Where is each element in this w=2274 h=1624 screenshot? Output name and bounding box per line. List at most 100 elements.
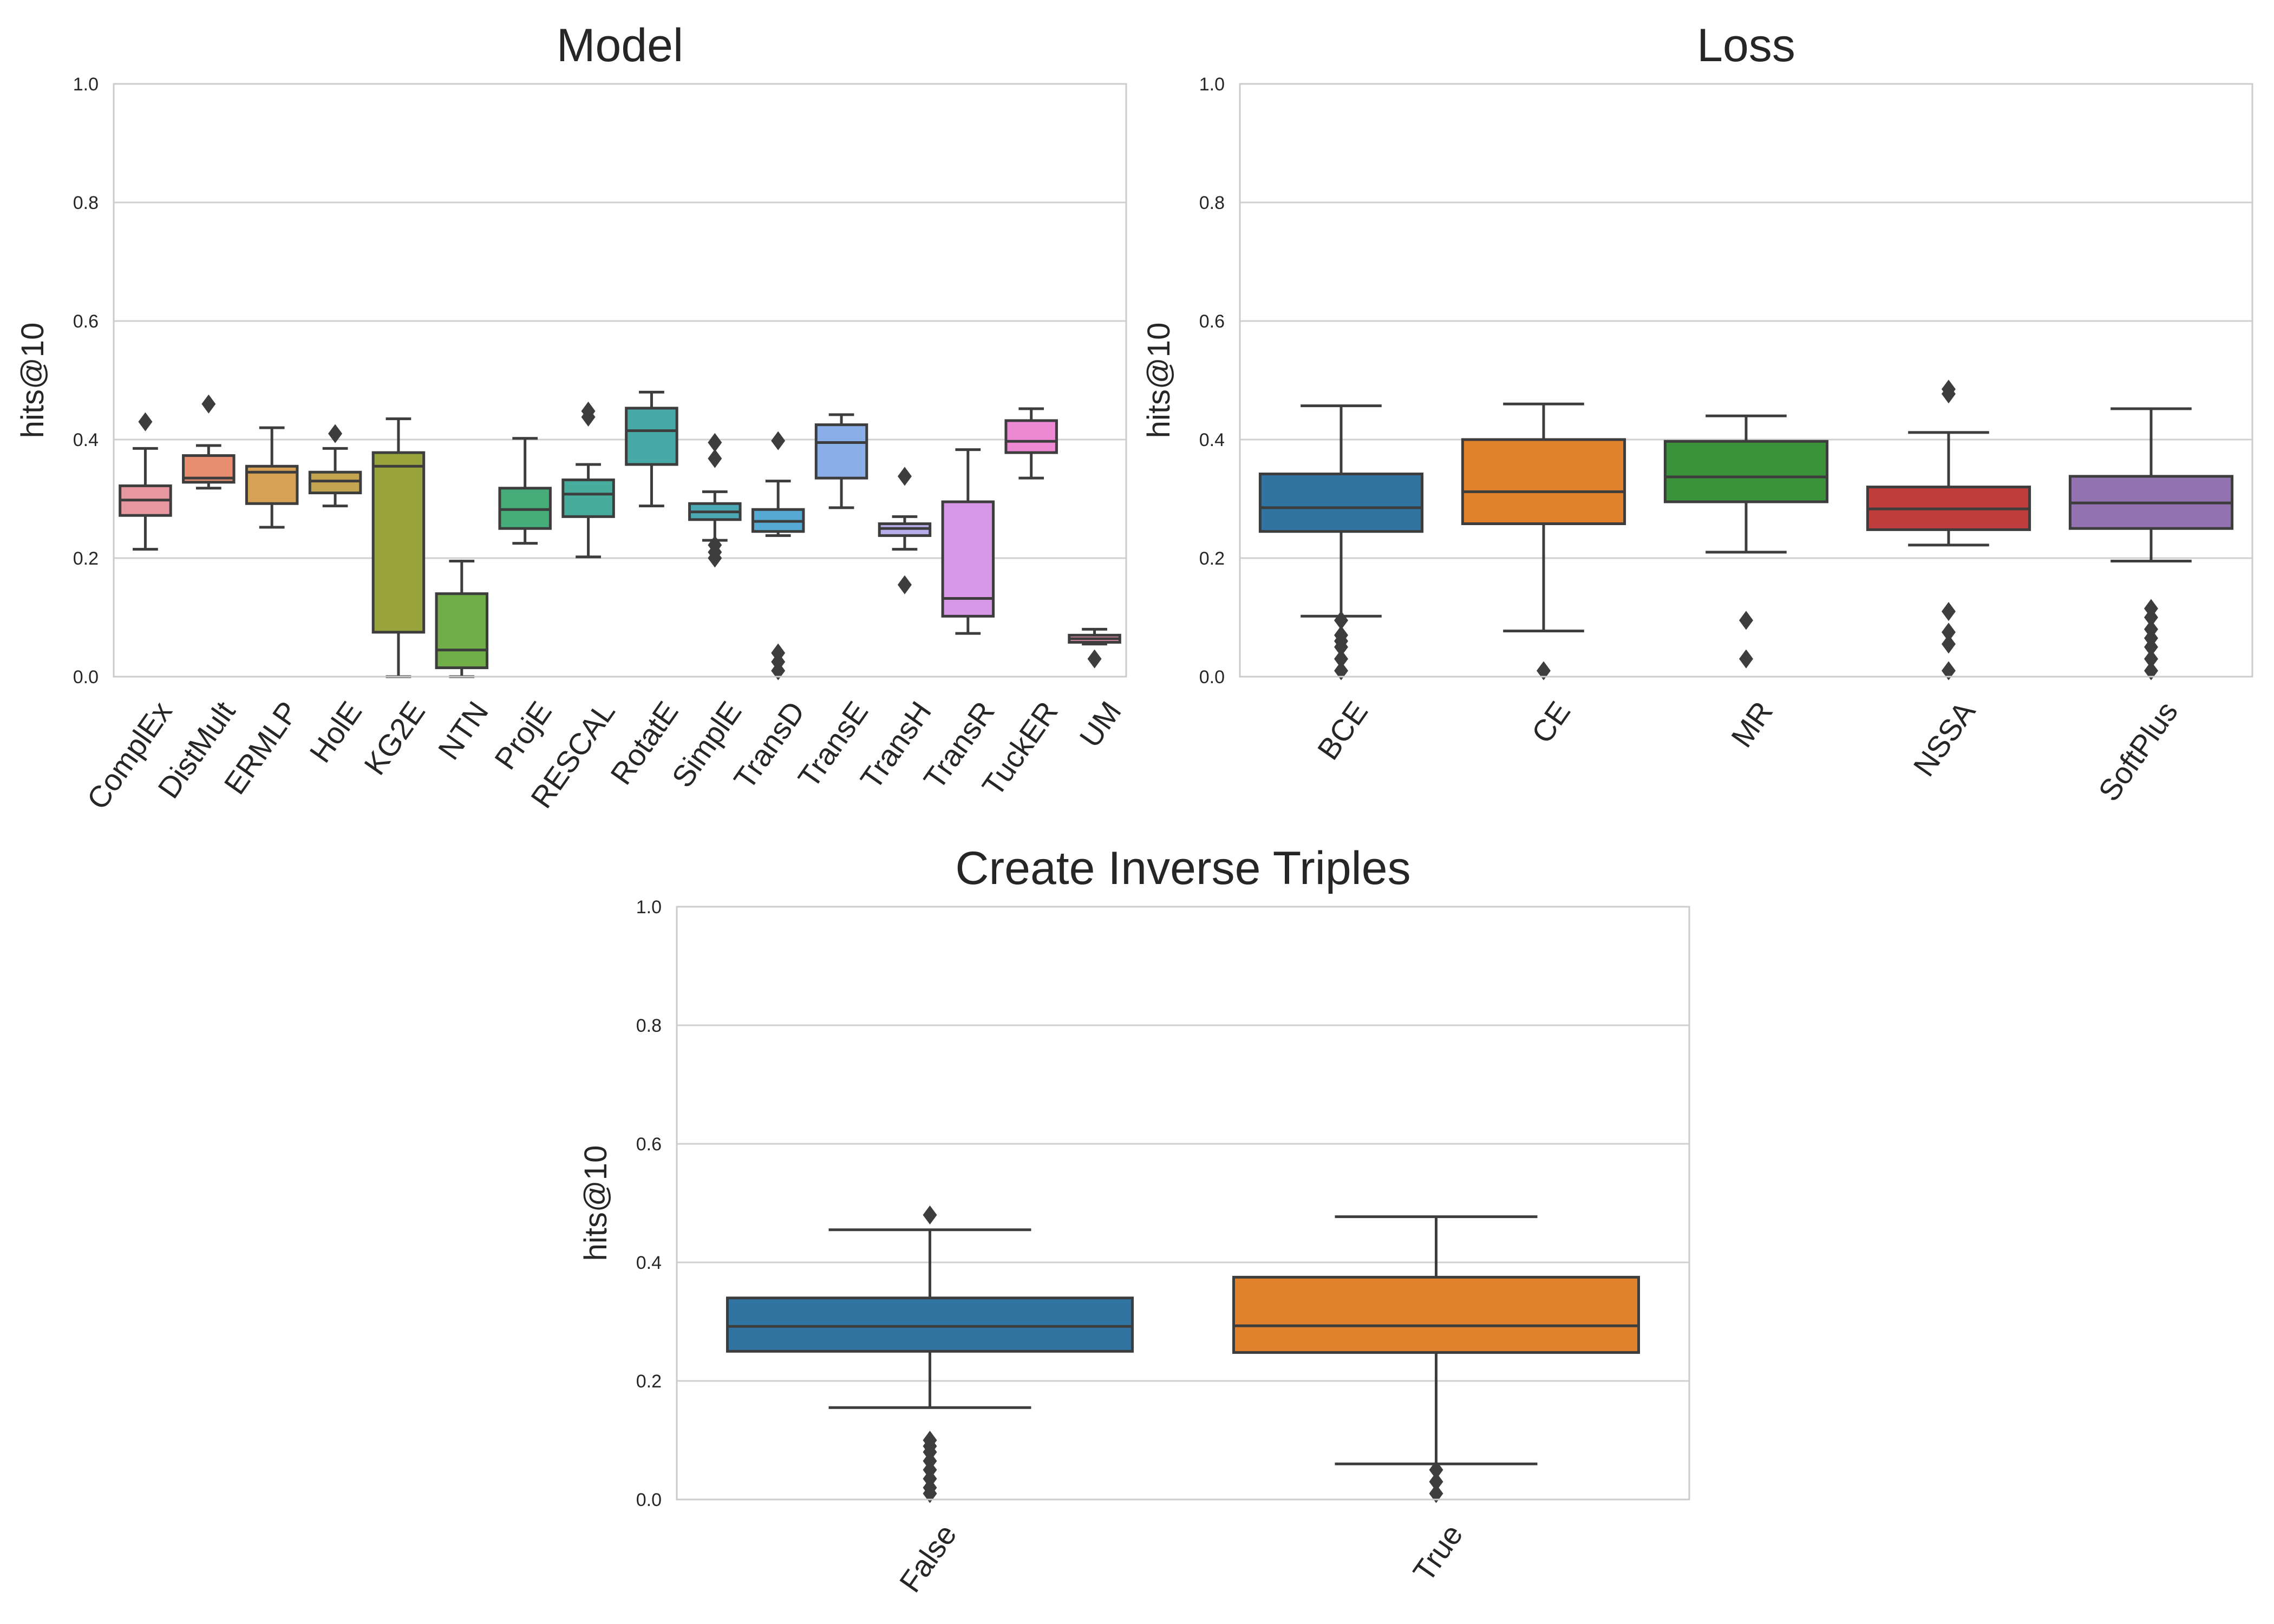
box-iqr xyxy=(625,407,678,466)
box-MR xyxy=(1663,414,1829,669)
box-CE xyxy=(1461,402,1626,680)
y-tick-label: 0.8 xyxy=(73,193,99,213)
outlier-point xyxy=(708,535,722,555)
outlier-point xyxy=(1942,602,1956,621)
outlier-point xyxy=(201,394,216,414)
outlier-point xyxy=(708,449,722,468)
x-tick-label: NTN xyxy=(431,695,495,765)
y-tick-label: 0.4 xyxy=(1199,430,1225,450)
chart-title: Create Inverse Triples xyxy=(955,842,1410,894)
y-tick-label: 0.0 xyxy=(1199,667,1225,687)
x-tick-label: NSSA xyxy=(1906,695,1982,783)
y-tick-label: 0.2 xyxy=(1199,548,1225,569)
x-tick-label: ComplEx xyxy=(80,695,179,815)
outlier-point xyxy=(1334,649,1348,669)
box-iqr xyxy=(1461,438,1626,525)
outlier-point xyxy=(138,412,153,431)
y-tick-label: 0.2 xyxy=(636,1371,662,1392)
x-tick-label: MR xyxy=(1724,695,1780,753)
y-tick-label: 0.6 xyxy=(73,311,99,332)
outlier-point xyxy=(2144,619,2158,639)
outlier-point xyxy=(1429,1460,1443,1479)
box-iqr xyxy=(561,478,615,518)
box-True xyxy=(1232,1215,1640,1503)
box-RESCAL xyxy=(561,401,615,559)
box-iqr xyxy=(1004,419,1058,454)
outlier-point xyxy=(1942,623,1956,642)
box-ComplEx xyxy=(119,412,172,551)
x-tick-label: CE xyxy=(1525,695,1577,749)
x-tick-label: True xyxy=(1406,1518,1469,1588)
box-UM xyxy=(1068,627,1121,669)
box-TransD xyxy=(751,431,805,680)
outlier-point xyxy=(1739,649,1753,669)
outlier-point xyxy=(1087,649,1102,669)
outlier-point xyxy=(1942,634,1956,654)
outlier-point xyxy=(2144,649,2158,669)
y-tick-label: 0.2 xyxy=(73,548,99,569)
box-TuckER xyxy=(1004,407,1058,480)
y-axis-label: hits@10 xyxy=(578,1145,613,1261)
outlier-point xyxy=(328,424,343,443)
chart-panel-1: 0.0 0.2 0.4 0.6 0.8 1.0 Loss hits@10 BCE CE MR NSSA… xyxy=(1141,19,2253,807)
outlier-point xyxy=(708,433,722,453)
plot-frame xyxy=(1239,83,2253,678)
box-iqr xyxy=(435,592,489,670)
y-tick-label: 0.4 xyxy=(636,1253,662,1273)
chart-panel-0: 0.00.20.40.60.81.0Modelhits@10ComplExDis… xyxy=(15,19,1128,815)
x-tick-label: False xyxy=(893,1518,963,1598)
y-tick-label: 0.0 xyxy=(73,667,99,687)
x-tick-label: KG2E xyxy=(357,695,432,781)
box-KG2E xyxy=(371,417,426,678)
plot-frame xyxy=(676,906,1690,1501)
outlier-point xyxy=(771,431,786,450)
outlier-point xyxy=(1334,611,1348,630)
chart-title: Model xyxy=(557,19,683,71)
outlier-point xyxy=(2144,661,2158,680)
box-TransH xyxy=(878,467,932,594)
outlier-point xyxy=(1537,661,1551,680)
box-HolE xyxy=(308,424,362,508)
box-iqr xyxy=(726,1296,1134,1353)
y-axis-label: hits@10 xyxy=(1141,323,1177,438)
plot-area xyxy=(677,907,1689,1499)
outlier-point xyxy=(1739,611,1753,630)
x-tick-label: BCE xyxy=(1311,695,1375,765)
chart-title: Loss xyxy=(1697,19,1795,71)
y-tick-label: 0.6 xyxy=(636,1134,662,1155)
x-tick-label: UM xyxy=(1073,695,1128,753)
box-ERMLP xyxy=(245,426,299,529)
outlier-point xyxy=(1429,1484,1443,1503)
y-tick-label: 1.0 xyxy=(636,897,662,918)
outlier-point xyxy=(1942,661,1956,680)
box-iqr xyxy=(1258,473,1424,533)
y-tick-label: 0.8 xyxy=(636,1016,662,1036)
outlier-point xyxy=(923,1430,937,1450)
outlier-point xyxy=(581,401,596,421)
outlier-point xyxy=(2144,599,2158,618)
y-tick-label: 0.6 xyxy=(1199,311,1225,332)
outlier-point xyxy=(1429,1472,1443,1491)
box-False xyxy=(726,1205,1134,1503)
y-tick-label: 0.4 xyxy=(73,430,99,450)
box-iqr xyxy=(1663,440,1829,503)
box-iqr xyxy=(308,470,362,495)
plot-area xyxy=(1240,84,2252,677)
box-RotatE xyxy=(625,390,678,508)
y-tick-label: 0.8 xyxy=(1199,193,1225,213)
box-iqr xyxy=(371,451,426,634)
y-tick-label: 1.0 xyxy=(73,74,99,95)
outlier-point xyxy=(1942,379,1956,399)
plot-frame xyxy=(113,83,1127,678)
y-tick-label: 1.0 xyxy=(1199,74,1225,95)
box-iqr xyxy=(1232,1275,1640,1354)
outlier-point xyxy=(923,1205,937,1224)
box-ProjE xyxy=(498,437,552,545)
outlier-point xyxy=(897,467,912,486)
outlier-point xyxy=(771,643,786,663)
x-tick-label: HolE xyxy=(303,695,368,769)
y-tick-label: 0.0 xyxy=(636,1490,662,1510)
outlier-point xyxy=(897,575,912,594)
chart-panel-2: 0.0 0.2 0.4 0.6 0.8 1.0 Create Inverse Triples… xyxy=(578,842,1690,1598)
